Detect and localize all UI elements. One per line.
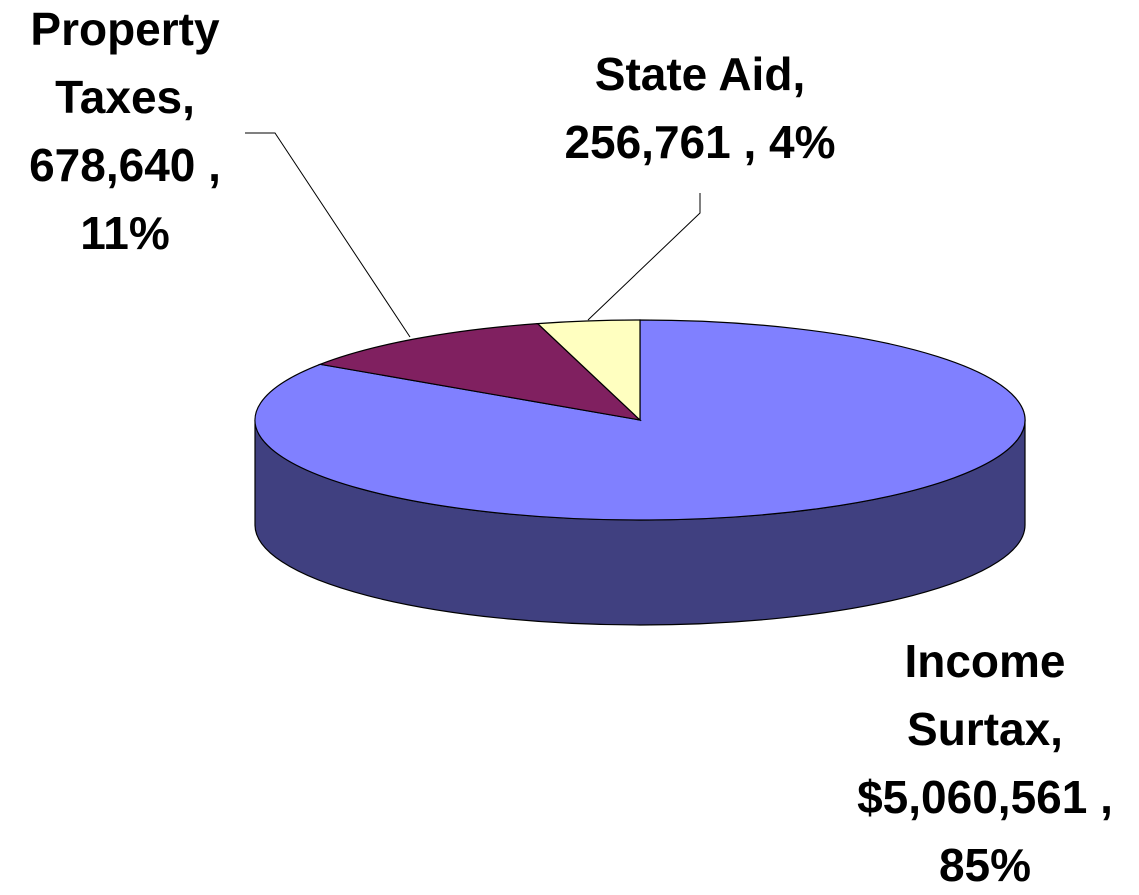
pie	[254, 319, 1026, 626]
data-label: 256,761 , 4%	[564, 116, 835, 168]
slice	[536, 319, 641, 422]
leader-line	[245, 132, 411, 338]
data-label: 11%	[80, 207, 170, 259]
data-label: $5,060,561 ,	[857, 771, 1113, 823]
data-label: Surtax,	[907, 703, 1063, 755]
data-label: Income	[904, 635, 1065, 687]
data-label: Property	[30, 3, 220, 55]
data-label: Taxes,	[55, 71, 195, 123]
data-label: State Aid,	[595, 48, 805, 100]
leader-line	[587, 193, 701, 321]
slice	[317, 322, 642, 421]
data-label: 85%	[939, 839, 1031, 891]
data-label: 678,640 ,	[29, 139, 221, 191]
